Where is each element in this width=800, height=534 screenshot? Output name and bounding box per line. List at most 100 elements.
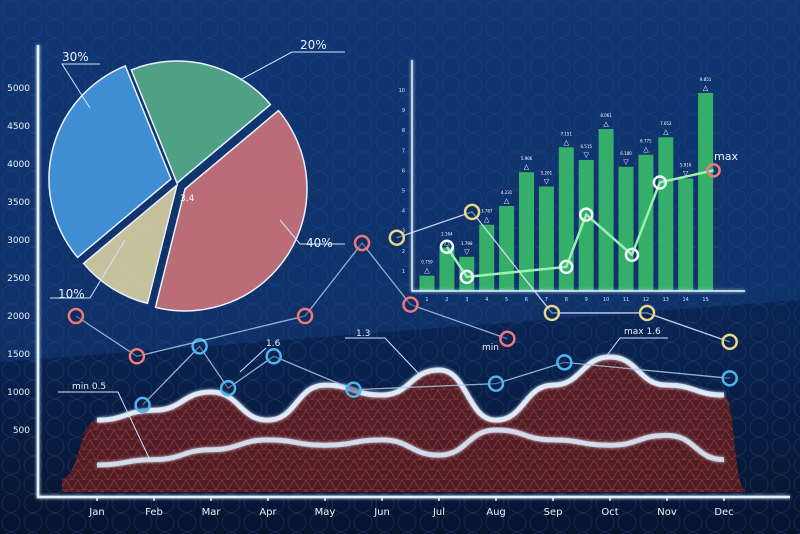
area-pattern [62,357,745,492]
bar-y-tick-label: 5 [402,189,405,195]
data-marker [191,338,208,355]
bar-trend-marker [439,239,455,255]
data-marker [499,330,516,348]
data-marker [721,333,738,351]
bar-x-tick-label: 14 [683,297,689,303]
bar-data-label: 7.652 [660,121,672,126]
series-upper-line [96,354,725,423]
bar-trend-marker [652,175,668,190]
triangle-up-icon: △ [524,163,530,171]
x-tick-label: Apr [259,507,277,518]
bar-data-label: 5.906 [521,156,533,161]
y-tick-label: 2000 [7,312,30,322]
bar-x-tick-label: 10 [603,297,609,303]
marker-line [142,345,730,406]
bar-y-tick-label: 9 [402,108,405,114]
bar-x-tick-label: 7 [545,297,548,303]
data-marker [638,304,656,322]
x-tick-label: May [315,507,336,518]
bar-y-tick-label: 1 [402,269,405,275]
x-tick-label: Feb [145,507,163,518]
bar-data-label: 7.151 [561,131,573,136]
data-marker [296,307,314,325]
bar [479,224,495,291]
bar-data-label: 3.787 [481,209,493,214]
pie-slice-label: 30% [62,50,89,64]
bar [698,93,714,291]
annotation-leader-line [58,391,151,461]
bar-x-tick-label: 9 [585,297,588,303]
bar-x-tick-label: 2 [445,297,448,303]
bar [618,166,634,291]
chart-annotation: max 1.6 [624,327,661,337]
pie-leader-line [61,63,100,109]
data-marker [556,354,573,371]
data-marker [134,396,151,414]
bar-trend-line [445,169,714,279]
pie-slice [130,60,272,185]
y-tick-label: 500 [13,426,30,436]
annotation-leader-line [345,337,421,376]
y-tick-label: 2500 [7,274,30,284]
triangle-up-icon: △ [504,197,510,205]
triangle-down-icon: ▽ [683,169,689,177]
y-tick-label: 5000 [7,84,30,94]
pie-leader-line [239,51,345,81]
triangle-up-icon: △ [424,267,430,275]
pie-slice-label: 10% [58,287,85,301]
bar-x-tick-label: 4 [485,297,488,303]
bar-x-tick-label: 5 [505,297,508,303]
pie-slice [48,64,172,259]
data-marker [219,379,237,397]
bar-data-label: 5.916 [680,162,692,167]
y-tick-label: 1000 [7,388,30,398]
bar-y-tick-label: 2 [402,249,405,255]
pie-slice [154,109,308,312]
pie-value-annotation: 3.4 [180,194,195,204]
triangle-up-icon: △ [444,239,450,247]
chart-annotation: min 0.5 [72,382,106,392]
y-tick-label: 3000 [7,236,30,246]
bar [538,186,554,291]
y-tick-label: 1500 [7,350,30,360]
triangle-down-icon: ▽ [623,158,629,166]
triangle-down-icon: ▽ [584,151,590,159]
bar-x-tick-label: 1 [425,297,428,303]
bar-y-tick-label: 10 [399,88,405,94]
pie-slice-label: 40% [306,236,333,250]
triangle-up-icon: △ [663,128,669,136]
triangle-up-icon: △ [603,120,609,128]
bar-data-label: 9.851 [700,77,712,82]
bar-trend-marker [459,269,475,285]
bar [499,205,515,291]
bar [419,275,435,291]
bar-x-tick-label: 6 [525,297,528,303]
data-marker [543,304,561,322]
max-annotation: max [714,150,738,163]
x-tick-label: Aug [486,507,506,518]
bar-y-tick-label: 3 [402,229,405,235]
bar-data-label: 1.798 [461,241,473,246]
bar [638,154,654,291]
triangle-down-icon: ▽ [464,248,470,256]
pie-slice-label: 20% [300,38,327,52]
chart-annotation: min [482,343,499,353]
bar-y-tick-label: 4 [402,209,405,215]
bar-data-label: 8.061 [600,113,612,118]
series-lower-line [96,427,725,468]
x-tick-label: Oct [601,507,618,518]
triangle-up-icon: △ [643,146,649,154]
bar-data-label: 6.515 [580,144,592,149]
triangle-up-icon: △ [484,216,490,224]
data-marker [345,381,362,398]
bar-data-label: 4.231 [501,190,513,195]
x-tick-label: Jul [432,507,445,518]
bar [598,128,614,291]
bar-data-label: 5.201 [541,170,553,175]
x-tick-label: Nov [657,507,677,518]
bar [678,178,694,291]
x-tick-label: Jun [373,507,390,518]
chart-annotation: 1.3 [356,329,370,339]
